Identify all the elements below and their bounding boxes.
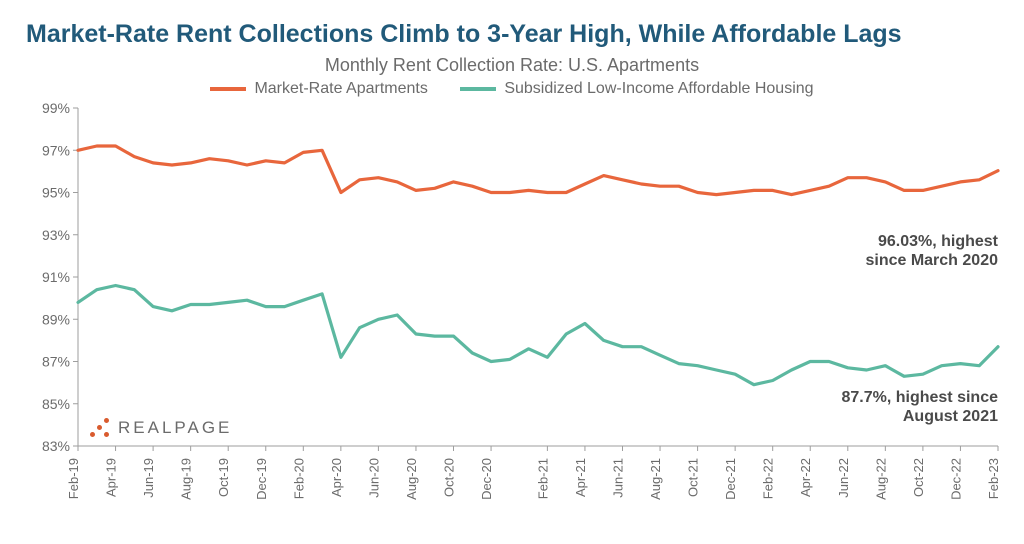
legend-item-market-rate: Market-Rate Apartments bbox=[210, 80, 427, 98]
svg-text:Dec-22: Dec-22 bbox=[948, 458, 963, 500]
svg-text:Jun-20: Jun-20 bbox=[366, 458, 381, 498]
svg-text:Feb-20: Feb-20 bbox=[291, 458, 306, 499]
svg-text:Oct-21: Oct-21 bbox=[686, 458, 701, 497]
svg-text:Feb-19: Feb-19 bbox=[66, 458, 81, 499]
chart-legend: Market-Rate Apartments Subsidized Low-In… bbox=[20, 78, 1004, 98]
svg-text:97%: 97% bbox=[42, 142, 70, 158]
svg-text:83%: 83% bbox=[42, 438, 70, 454]
legend-item-affordable: Subsidized Low-Income Affordable Housing bbox=[460, 80, 813, 98]
svg-text:Jun-21: Jun-21 bbox=[610, 458, 625, 498]
svg-text:89%: 89% bbox=[42, 311, 70, 327]
svg-text:Oct-20: Oct-20 bbox=[442, 458, 457, 497]
svg-text:Oct-19: Oct-19 bbox=[216, 458, 231, 497]
svg-text:87%: 87% bbox=[42, 354, 70, 370]
line-chart-svg: 83% 85% 87% 89% 91% 93% 95% 97% 99% Feb-19 Apr-19 J… bbox=[20, 102, 1004, 532]
svg-text:Aug-20: Aug-20 bbox=[404, 458, 419, 500]
svg-text:Apr-20: Apr-20 bbox=[329, 458, 344, 497]
svg-text:Jun-19: Jun-19 bbox=[141, 458, 156, 498]
svg-text:99%: 99% bbox=[42, 102, 70, 116]
svg-text:Aug-22: Aug-22 bbox=[873, 458, 888, 500]
legend-swatch bbox=[210, 87, 246, 91]
svg-text:Apr-22: Apr-22 bbox=[798, 458, 813, 497]
svg-text:Feb-21: Feb-21 bbox=[535, 458, 550, 499]
chart-container: Market-Rate Rent Collections Climb to 3-… bbox=[0, 0, 1024, 544]
svg-text:Feb-22: Feb-22 bbox=[761, 458, 776, 499]
svg-text:Dec-19: Dec-19 bbox=[254, 458, 269, 500]
svg-text:93%: 93% bbox=[42, 227, 70, 243]
annotation-affordable: 87.7%, highest since August 2021 bbox=[841, 388, 998, 426]
svg-text:Feb-23: Feb-23 bbox=[986, 458, 1001, 499]
svg-text:91%: 91% bbox=[42, 269, 70, 285]
legend-swatch bbox=[460, 87, 496, 91]
annotation-market-rate: 96.03%, highest since March 2020 bbox=[865, 232, 998, 270]
legend-label: Subsidized Low-Income Affordable Housing bbox=[504, 80, 813, 98]
legend-label: Market-Rate Apartments bbox=[254, 80, 427, 98]
realpage-logo: REALPAGE bbox=[90, 418, 232, 438]
svg-text:Dec-21: Dec-21 bbox=[723, 458, 738, 500]
realpage-logo-icon bbox=[90, 418, 110, 438]
svg-text:85%: 85% bbox=[42, 396, 70, 412]
svg-text:Oct-22: Oct-22 bbox=[911, 458, 926, 497]
chart-plot-area: 83% 85% 87% 89% 91% 93% 95% 97% 99% Feb-19 Apr-19 J… bbox=[20, 102, 1004, 532]
svg-text:Dec-20: Dec-20 bbox=[479, 458, 494, 500]
svg-text:Aug-21: Aug-21 bbox=[648, 458, 663, 500]
svg-text:95%: 95% bbox=[42, 185, 70, 201]
page-title: Market-Rate Rent Collections Climb to 3-… bbox=[26, 20, 1004, 49]
svg-text:Apr-21: Apr-21 bbox=[573, 458, 588, 497]
svg-text:Aug-19: Aug-19 bbox=[179, 458, 194, 500]
svg-text:Apr-19: Apr-19 bbox=[104, 458, 119, 497]
svg-text:Jun-22: Jun-22 bbox=[836, 458, 851, 498]
realpage-logo-text: REALPAGE bbox=[118, 418, 232, 438]
chart-subtitle: Monthly Rent Collection Rate: U.S. Apart… bbox=[20, 55, 1004, 76]
